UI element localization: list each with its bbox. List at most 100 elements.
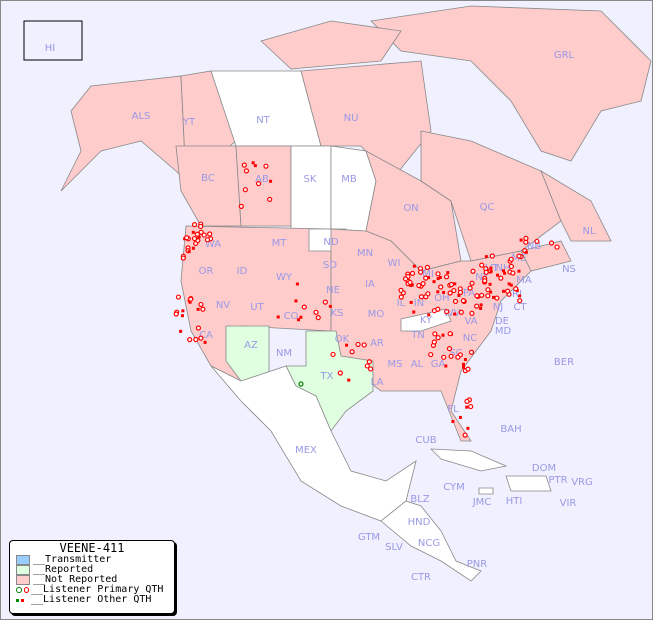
region-label-ncg: NCG <box>418 538 440 549</box>
listener-other-qth-marker <box>457 293 461 297</box>
listener-primary-qth-marker <box>409 270 416 276</box>
listener-primary-qth-marker <box>255 181 262 187</box>
listener-primary-qth-marker <box>330 351 336 358</box>
region-label-ks: KS <box>331 308 344 319</box>
listener-primary-qth-marker <box>407 279 413 286</box>
region-label-on: ON <box>403 203 418 214</box>
listener-other-qth-marker <box>295 282 299 286</box>
legend-label: __Listener Other QTH <box>31 594 152 605</box>
listener-primary-qth-marker <box>416 282 422 289</box>
region-label-hti: HTI <box>506 496 523 507</box>
region-nl <box>540 170 612 242</box>
listener-primary-qth-marker <box>418 294 425 300</box>
region-label-id: ID <box>237 266 248 277</box>
listener-other-qth-marker <box>269 179 273 183</box>
listener-primary-qth-marker <box>238 203 244 209</box>
region-label-mi: MI <box>422 269 434 280</box>
listener-other-qth-marker <box>427 313 431 317</box>
listener-other-qth-marker <box>427 276 431 280</box>
listener-primary-qth-marker <box>402 276 409 282</box>
legend-label: __Reported <box>33 564 94 575</box>
region-label-ns: NS <box>562 264 576 275</box>
listener-primary-qth-marker <box>489 253 495 259</box>
region-label-al: AL <box>411 359 424 370</box>
region-sk <box>290 145 332 230</box>
legend-transmitter: __Transmitter <box>10 555 174 565</box>
listener-primary-qth-marker <box>468 349 475 355</box>
listener-other-qth-marker <box>496 273 500 277</box>
region-label-fl: FL <box>447 404 459 415</box>
region-label-nh: NH <box>496 263 511 274</box>
listener-other-qth-marker <box>463 358 467 362</box>
listener-other-qth-marker <box>441 333 445 337</box>
listener-other-qth-marker <box>444 364 448 368</box>
region-label-gtm: GTM <box>358 532 380 543</box>
region-label-ut: UT <box>250 302 264 313</box>
listener-other-qth-marker <box>345 343 349 347</box>
listener-primary-qth-marker <box>366 359 372 365</box>
listener-other-qth-marker <box>462 365 466 369</box>
listener-primary-qth-marker <box>452 298 459 304</box>
listener-primary-qth-marker <box>455 354 461 360</box>
region-label-ber: BER <box>554 357 574 368</box>
listener-primary-qth-marker <box>462 432 468 438</box>
listener-other-qth-marker <box>479 303 483 307</box>
listener-primary-qth-marker <box>423 275 429 281</box>
reported-swatch <box>16 565 30 575</box>
listener-primary-qth-marker <box>315 314 321 321</box>
region-label-ma: MA <box>516 275 532 286</box>
legend-label: __Transmitter <box>33 554 112 565</box>
region-label-ab: AB <box>255 174 269 185</box>
listener-other-qth-marker <box>453 282 457 286</box>
region-label-oh: OH <box>434 293 449 304</box>
region-label-ct: CT <box>513 302 527 313</box>
region-label-mb: MB <box>341 174 357 185</box>
region-label-de: DE <box>495 316 509 327</box>
listener-primary-qth-marker <box>443 274 450 280</box>
region-label-hnd: HND <box>408 517 431 528</box>
listener-other-qth-marker <box>187 250 191 254</box>
listener-primary-qth-marker <box>448 281 455 288</box>
listener-other-qth-marker <box>196 307 200 311</box>
region-label-ia: IA <box>365 279 375 290</box>
listener-other-qth-marker <box>197 235 201 239</box>
listener-primary-qth-marker <box>441 354 447 360</box>
region-label-dom: DOM <box>532 463 556 474</box>
region-label-wi: WI <box>388 258 401 269</box>
listener-other-qth-marker <box>462 362 466 366</box>
listener-primary-qth-marker <box>423 294 429 300</box>
region-label-nl: NL <box>582 226 595 237</box>
listener-other-qth-marker <box>191 230 195 234</box>
listener-primary-qth-marker <box>180 255 186 261</box>
listener-primary-qth-marker <box>479 262 485 268</box>
listener-primary-qth-marker <box>468 403 474 410</box>
listener-primary-qth-marker <box>485 287 491 293</box>
region-label-or: OR <box>199 266 214 277</box>
listener-primary-qth-marker <box>498 275 504 281</box>
region-label-sc: SC <box>449 348 462 359</box>
region-his <box>505 475 552 492</box>
listener-primary-qth-marker <box>447 331 453 337</box>
listener-primary-qth-marker <box>479 292 485 298</box>
region-label-jmc: JMC <box>472 497 492 508</box>
listener-primary-qth-marker <box>510 270 516 276</box>
listener-other-qth-marker <box>519 238 523 242</box>
listener-primary-qth-marker <box>267 196 273 202</box>
listener-primary-qth-marker <box>469 280 475 286</box>
legend: VEENE-411 __Transmitter __Reported __Not… <box>9 540 175 614</box>
region-ab <box>235 145 292 227</box>
listener-primary-qth-marker <box>418 269 424 275</box>
listener-other-qth-marker <box>509 283 513 287</box>
listener-primary-qth-marker <box>322 299 328 305</box>
listener-primary-qth-marker <box>554 244 560 250</box>
listener-other-qth-marker <box>179 329 183 333</box>
listener-other-qth-marker <box>203 340 207 344</box>
listener-primary-qth-marker <box>446 346 453 352</box>
region-als <box>60 75 187 192</box>
region-label-blz: BLZ <box>410 494 429 505</box>
listener-primary-qth-marker <box>438 284 444 290</box>
listener-primary-qth-marker <box>474 293 480 299</box>
region-label-ar: AR <box>370 338 384 349</box>
not-reported-swatch <box>16 575 30 585</box>
